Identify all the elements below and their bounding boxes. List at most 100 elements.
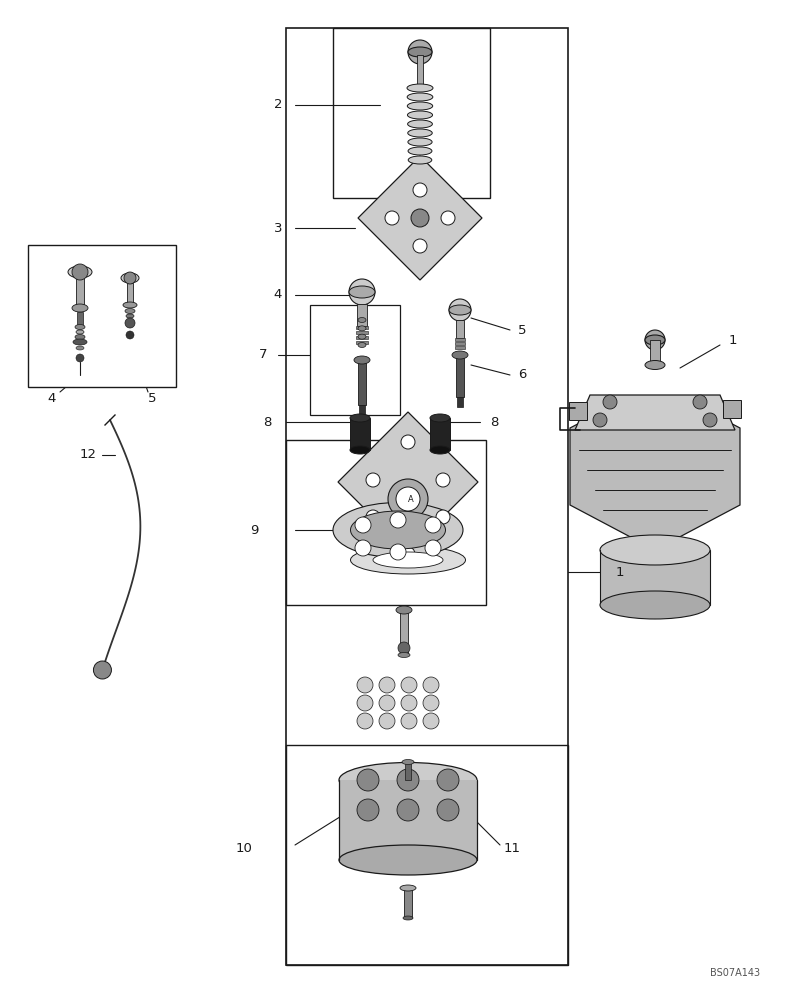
Circle shape <box>357 695 373 711</box>
Circle shape <box>401 713 417 729</box>
Circle shape <box>385 211 399 225</box>
Bar <box>77 312 83 327</box>
Circle shape <box>357 713 373 729</box>
Circle shape <box>355 517 371 533</box>
Circle shape <box>401 547 415 561</box>
Ellipse shape <box>123 302 137 308</box>
Circle shape <box>390 512 406 528</box>
Bar <box>356 326 368 329</box>
Circle shape <box>603 395 617 409</box>
Bar <box>600 550 710 605</box>
Circle shape <box>425 540 441 556</box>
Circle shape <box>125 318 135 328</box>
Circle shape <box>425 517 441 533</box>
Ellipse shape <box>408 120 432 128</box>
Bar <box>356 336 368 339</box>
Ellipse shape <box>407 84 433 92</box>
Circle shape <box>437 769 459 791</box>
Text: A: A <box>408 494 414 504</box>
Circle shape <box>645 330 665 350</box>
Ellipse shape <box>350 511 446 549</box>
Ellipse shape <box>75 324 85 330</box>
Circle shape <box>408 40 432 64</box>
Bar <box>333 28 490 198</box>
Circle shape <box>366 510 380 524</box>
Ellipse shape <box>400 885 416 891</box>
Bar <box>339 780 477 860</box>
Bar <box>286 440 486 605</box>
Ellipse shape <box>452 351 468 359</box>
Circle shape <box>388 479 428 519</box>
Text: 5: 5 <box>517 324 526 336</box>
Ellipse shape <box>408 129 432 137</box>
Circle shape <box>436 473 450 487</box>
Circle shape <box>379 695 395 711</box>
Ellipse shape <box>408 111 432 119</box>
Circle shape <box>413 183 427 197</box>
Circle shape <box>355 540 371 556</box>
Bar <box>286 28 568 965</box>
Circle shape <box>401 435 415 449</box>
Circle shape <box>437 799 459 821</box>
Polygon shape <box>338 412 478 552</box>
Ellipse shape <box>333 502 463 558</box>
Circle shape <box>693 395 707 409</box>
Text: 1: 1 <box>729 334 737 347</box>
Text: 1: 1 <box>616 566 624 578</box>
Bar <box>417 55 423 85</box>
Circle shape <box>396 487 420 511</box>
Circle shape <box>703 413 717 427</box>
Text: BS07A143: BS07A143 <box>710 968 760 978</box>
Polygon shape <box>575 395 735 430</box>
Ellipse shape <box>72 304 88 312</box>
Circle shape <box>126 331 134 339</box>
Ellipse shape <box>396 606 412 614</box>
Ellipse shape <box>645 360 665 369</box>
Text: 4: 4 <box>48 391 57 404</box>
Text: 11: 11 <box>504 842 521 856</box>
Bar <box>456 355 464 397</box>
Ellipse shape <box>408 138 432 146</box>
Ellipse shape <box>350 414 370 422</box>
Bar <box>76 278 84 308</box>
Circle shape <box>379 677 395 693</box>
Bar <box>127 283 133 305</box>
Bar <box>358 360 366 405</box>
Ellipse shape <box>358 326 366 331</box>
Ellipse shape <box>408 102 433 110</box>
Ellipse shape <box>430 414 450 422</box>
Ellipse shape <box>339 845 477 875</box>
Ellipse shape <box>126 314 134 318</box>
Ellipse shape <box>600 535 710 565</box>
Circle shape <box>423 677 439 693</box>
Ellipse shape <box>403 916 413 920</box>
Bar <box>457 397 463 407</box>
Circle shape <box>124 272 136 284</box>
Bar <box>359 405 365 415</box>
Circle shape <box>366 473 380 487</box>
Bar <box>456 320 464 338</box>
Circle shape <box>357 677 373 693</box>
Circle shape <box>349 279 375 305</box>
Ellipse shape <box>76 346 84 350</box>
Ellipse shape <box>125 308 135 314</box>
Ellipse shape <box>358 334 366 339</box>
Ellipse shape <box>75 334 85 340</box>
Circle shape <box>423 695 439 711</box>
Ellipse shape <box>449 305 471 315</box>
Ellipse shape <box>407 93 433 101</box>
Bar <box>28 245 176 387</box>
Ellipse shape <box>349 286 375 298</box>
Text: 10: 10 <box>236 842 252 856</box>
Bar <box>350 418 370 450</box>
Circle shape <box>413 239 427 253</box>
Text: 7: 7 <box>259 349 267 361</box>
Bar <box>286 745 568 965</box>
Bar <box>405 762 411 780</box>
Ellipse shape <box>350 446 370 454</box>
Bar <box>310 305 400 415</box>
Ellipse shape <box>408 147 432 155</box>
Circle shape <box>379 713 395 729</box>
Bar <box>400 610 408 655</box>
Bar <box>356 331 368 334</box>
